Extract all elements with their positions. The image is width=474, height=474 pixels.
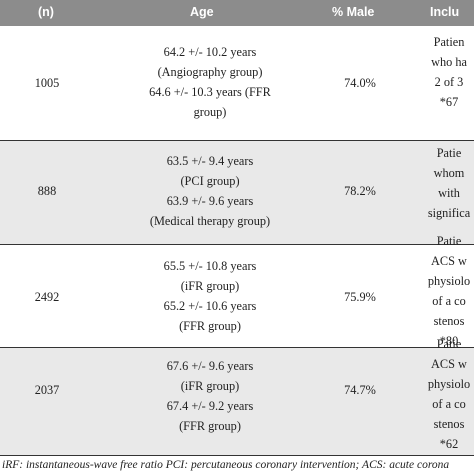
age-line: 67.4 +/- 9.2 years <box>166 399 254 413</box>
table-footnote: iRF: instantaneous-wave free ratio PCI: … <box>0 456 474 474</box>
cell-male: 74.7% <box>344 383 376 397</box>
row-divider <box>0 455 474 456</box>
table-row: 2037 67.6 +/- 9.6 years (iFR group) 67.4… <box>0 337 474 456</box>
inclusion-line: of a co <box>432 294 466 308</box>
age-line: 63.5 +/- 9.4 years <box>166 154 254 168</box>
inclusion-line: ACS w <box>431 254 467 268</box>
inclusion-line: significa <box>427 206 471 220</box>
inclusion-line: Patien <box>433 35 465 49</box>
header-male: % Male <box>332 5 375 19</box>
age-line: (Medical therapy group) <box>149 214 271 228</box>
table-row: 888 63.5 +/- 9.4 years (PCI group) 63.9 … <box>0 141 474 244</box>
cell-n: 2037 <box>34 383 60 397</box>
cell-inclusion: Patien who ha 2 of 3 *67 <box>404 32 474 112</box>
header-age: Age <box>190 5 214 19</box>
cell-age: 64.2 +/- 10.2 years (Angiography group) … <box>110 42 310 122</box>
inclusion-line: with <box>438 186 460 200</box>
age-line: (FFR group) <box>179 319 241 333</box>
cell-n: 888 <box>37 184 57 198</box>
inclusion-line: Patie <box>436 146 462 160</box>
cell-n: 1005 <box>34 76 60 90</box>
age-line: 65.5 +/- 10.8 years <box>163 259 257 273</box>
header-inclusion: Inclu <box>430 5 460 19</box>
table-row: 2492 65.5 +/- 10.8 years (iFR group) 65.… <box>0 234 474 348</box>
age-line: 63.9 +/- 9.6 years <box>166 194 254 208</box>
cell-age: 63.5 +/- 9.4 years (PCI group) 63.9 +/- … <box>110 151 310 231</box>
cell-inclusion: Patie whom with significa <box>404 143 474 223</box>
table-row: 1005 64.2 +/- 10.2 years (Angiography gr… <box>0 26 474 140</box>
inclusion-line: whom <box>433 166 465 180</box>
inclusion-line: physiolo <box>427 377 471 391</box>
inclusion-line: stenos <box>433 314 465 328</box>
inclusion-line: *67 <box>439 95 459 109</box>
age-line: (iFR group) <box>180 379 240 393</box>
age-line: 67.6 +/- 9.6 years <box>166 359 254 373</box>
cell-male: 74.0% <box>344 76 376 90</box>
row-divider <box>0 347 474 348</box>
row-divider <box>0 140 474 141</box>
age-line: 65.2 +/- 10.6 years <box>163 299 257 313</box>
age-line: (FFR group) <box>179 419 241 433</box>
age-line: 64.6 +/- 10.3 years (FFR <box>149 85 271 99</box>
header-n: (n) <box>38 5 54 19</box>
cell-male: 75.9% <box>344 290 376 304</box>
inclusion-line: Patie <box>436 234 462 248</box>
inclusion-line: *62 <box>439 437 459 451</box>
cell-age: 67.6 +/- 9.6 years (iFR group) 67.4 +/- … <box>110 356 310 436</box>
table-header: (n) Age % Male Inclu <box>0 0 474 26</box>
inclusion-line: stenos <box>433 417 465 431</box>
cell-age: 65.5 +/- 10.8 years (iFR group) 65.2 +/-… <box>110 256 310 336</box>
age-line: group) <box>193 105 227 119</box>
cell-inclusion: Patie ACS w physiolo of a co stenos *62 <box>404 334 474 454</box>
inclusion-line: *80 <box>439 334 459 348</box>
inclusion-line: Patie <box>436 337 462 351</box>
inclusion-line: who ha <box>431 55 467 69</box>
age-line: (PCI group) <box>180 174 240 188</box>
cell-n: 2492 <box>34 290 60 304</box>
age-line: (iFR group) <box>180 279 240 293</box>
row-divider <box>0 244 474 245</box>
inclusion-line: ACS w <box>431 357 467 371</box>
cell-male: 78.2% <box>344 184 376 198</box>
cell-inclusion: Patie ACS w physiolo of a co stenos *80 <box>404 231 474 351</box>
inclusion-line: 2 of 3 <box>434 75 464 89</box>
age-line: (Angiography group) <box>157 65 263 79</box>
inclusion-line: physiolo <box>427 274 471 288</box>
age-line: 64.2 +/- 10.2 years <box>163 45 257 59</box>
inclusion-line: of a co <box>432 397 466 411</box>
